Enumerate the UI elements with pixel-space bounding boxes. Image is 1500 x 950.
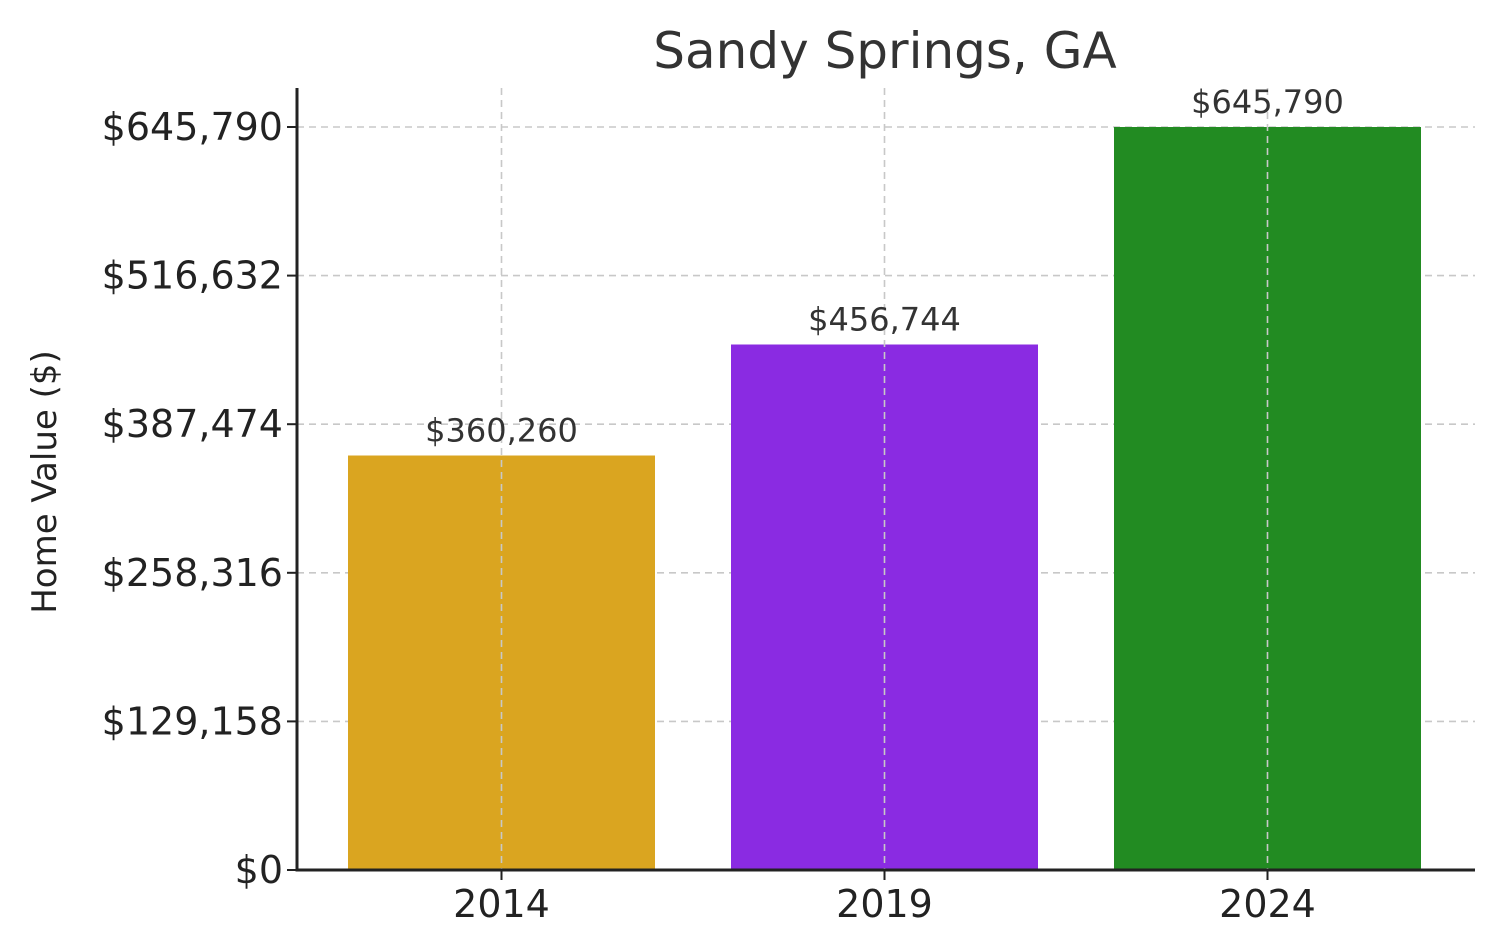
x-tick-label: 2019 (836, 882, 933, 926)
bar-value-label: $645,790 (1191, 83, 1344, 121)
x-tick-label: 2014 (453, 882, 550, 926)
y-tick-label: $645,790 (102, 105, 283, 149)
y-tick-label: $258,316 (102, 551, 283, 595)
ticks-layer: $0 $129,158 $258,316 $387,474 $516,632 $645,7… (102, 105, 1316, 926)
y-axis-label: Home Value ($) (25, 350, 65, 614)
bar-value-label: $360,260 (425, 412, 578, 450)
y-tick-label: $387,474 (102, 402, 283, 446)
x-tick-label: 2024 (1219, 882, 1316, 926)
bar-value-label: $456,744 (808, 301, 961, 339)
y-tick-label: $516,632 (102, 254, 283, 298)
y-tick-label: $0 (235, 848, 283, 892)
bar-2014 (348, 455, 655, 870)
data-labels-layer: $360,260 $456,744 $645,790 (425, 83, 1344, 870)
y-tick-label: $129,158 (102, 699, 283, 743)
chart-title: Sandy Springs, GA (653, 22, 1116, 80)
